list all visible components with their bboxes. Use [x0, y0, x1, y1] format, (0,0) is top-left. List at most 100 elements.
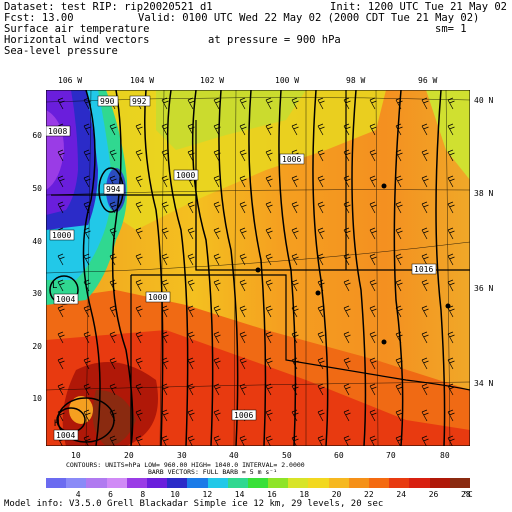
colorbar-label: 10	[170, 490, 180, 499]
wind-barb	[239, 383, 247, 396]
wind-barb	[109, 253, 117, 266]
wind-barb	[291, 357, 299, 370]
x-tick-label: 70	[386, 451, 396, 460]
wind-barb	[343, 253, 351, 266]
y-tick-label: 10	[32, 394, 42, 403]
wind-barb	[187, 149, 195, 162]
wind-barb	[395, 149, 403, 162]
wind-barb	[447, 279, 455, 292]
field-name-slp: Sea-level pressure	[4, 45, 118, 57]
wind-barb	[57, 253, 65, 266]
wind-barb	[83, 227, 91, 240]
colorbar-swatch	[308, 478, 330, 488]
wind-barb	[83, 331, 91, 344]
wind-barb	[369, 279, 377, 292]
colorbar-label: 20	[331, 490, 342, 499]
colorbar-swatch	[207, 478, 229, 488]
wind-barb	[265, 253, 273, 266]
wind-barb	[187, 305, 195, 318]
station-dot	[381, 339, 387, 345]
wind-barb	[369, 383, 377, 396]
wind-barb	[161, 175, 169, 188]
wind-barb	[421, 201, 429, 214]
y-tick-label: 50	[32, 184, 42, 193]
wind-barb	[265, 383, 273, 396]
wind-barb	[447, 357, 455, 370]
wind-barb	[265, 175, 273, 188]
colorbar-label: 22	[364, 490, 374, 499]
wind-barb	[369, 149, 377, 162]
y-tick-label: 20	[32, 342, 42, 351]
svg-text:1004: 1004	[56, 431, 75, 440]
lon-label: 96 W	[418, 76, 438, 85]
svg-text:1006: 1006	[234, 411, 253, 420]
wind-barb	[395, 201, 403, 214]
svg-text:990: 990	[100, 97, 115, 106]
wind-barb	[161, 279, 169, 292]
wind-barb	[109, 201, 117, 214]
wind-barb	[317, 305, 325, 318]
wind-barb	[83, 149, 91, 162]
wind-barb	[135, 149, 143, 162]
station-dot	[445, 303, 451, 309]
wind-barb	[83, 357, 91, 370]
wind-barb	[369, 201, 377, 214]
contour-label: 1006	[279, 153, 305, 165]
colorbar-swatch	[167, 478, 188, 488]
wind-barb	[343, 123, 351, 136]
wind-barb	[447, 123, 455, 136]
svg-text:994: 994	[106, 185, 121, 194]
colorbar-swatch	[227, 478, 249, 488]
station-dot	[381, 183, 387, 189]
wind-barb	[421, 97, 429, 110]
wind-barb	[291, 123, 299, 136]
wind-barb	[369, 97, 377, 110]
wind-barb	[421, 227, 429, 240]
wind-barb	[447, 409, 455, 422]
wind-barb	[161, 227, 169, 240]
lon-label: 98 W	[346, 76, 366, 85]
wind-barb	[265, 331, 273, 344]
wind-barb	[317, 383, 325, 396]
wind-barb	[395, 97, 403, 110]
wind-barb	[421, 253, 429, 266]
high-pressure-marker: H	[54, 419, 59, 429]
wind-barb	[447, 149, 455, 162]
station-dot	[255, 267, 261, 273]
wind-barb	[291, 97, 299, 110]
wind-barb	[161, 305, 169, 318]
svg-text:1004: 1004	[56, 295, 75, 304]
wind-barb	[369, 409, 377, 422]
wind-barb	[265, 305, 273, 318]
x-tick-label: 80	[440, 451, 450, 460]
wind-barb	[447, 201, 455, 214]
wind-barb	[421, 305, 429, 318]
wind-barb	[57, 331, 65, 344]
x-tick-label: 60	[334, 451, 344, 460]
wind-barb	[421, 175, 429, 188]
wind-barb	[187, 201, 195, 214]
y-tick-label: 30	[32, 289, 42, 298]
wind-barb	[343, 409, 351, 422]
wind-barb	[239, 227, 247, 240]
wind-barb	[161, 97, 169, 110]
wind-barb	[239, 253, 247, 266]
wind-barb	[369, 227, 377, 240]
field-name-temperature: Surface air temperature	[4, 23, 150, 35]
wind-barb	[83, 201, 91, 214]
wind-barb	[83, 253, 91, 266]
colorbar-swatch	[187, 478, 209, 488]
northeast-green-region	[426, 90, 470, 180]
field-name-wind: Horizontal wind vectors	[4, 34, 150, 46]
colorbar-label: 14	[234, 490, 245, 499]
contour-label: 994	[103, 183, 125, 195]
wind-barb	[57, 279, 65, 292]
station-dot	[315, 290, 321, 296]
wind-barb	[421, 383, 429, 396]
wind-barb	[291, 227, 299, 240]
colorbar-label: 18	[299, 490, 310, 499]
svg-text:992: 992	[132, 97, 147, 106]
colorbar-swatch	[288, 478, 309, 488]
y-tick-label: 40	[32, 237, 42, 246]
model-info: Model info: V3.5.0 Grell Blackadar Simpl…	[4, 499, 384, 509]
